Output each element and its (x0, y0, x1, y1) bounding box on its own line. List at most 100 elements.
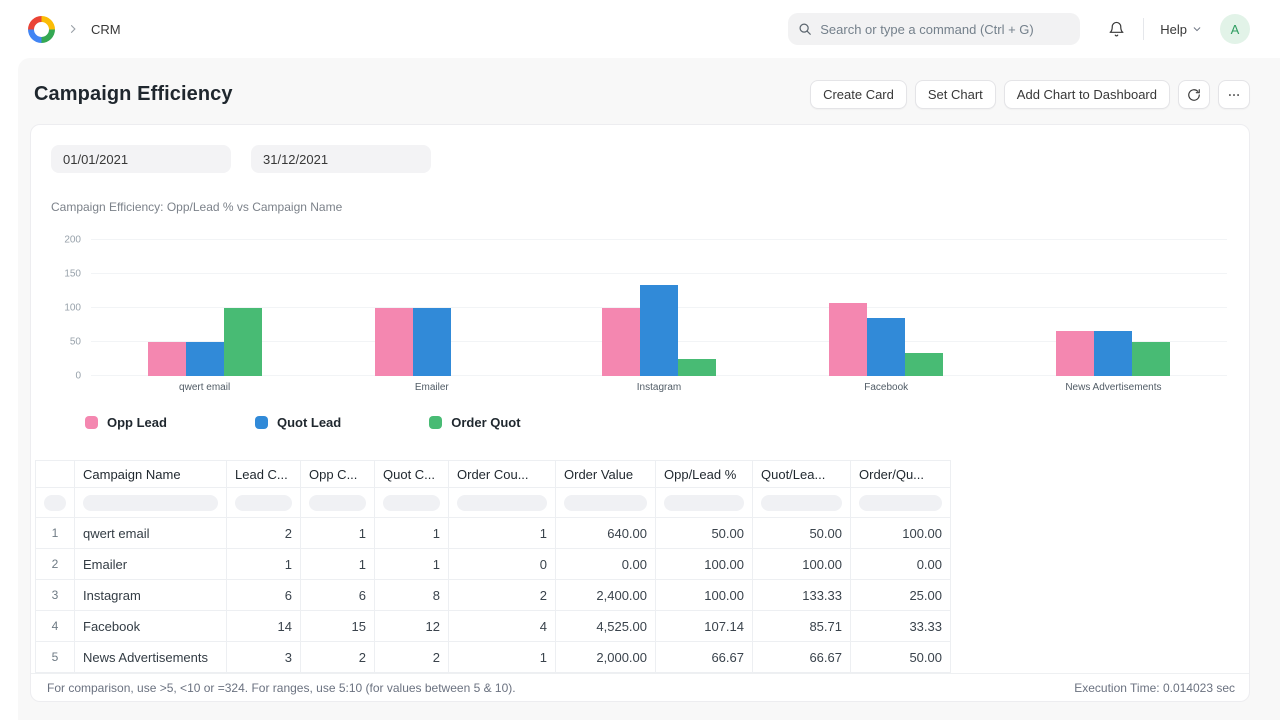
table-cell[interactable]: 6 (301, 580, 375, 611)
table-cell[interactable]: 50.00 (851, 642, 951, 673)
row-index[interactable]: 2 (36, 549, 75, 580)
column-header[interactable]: Lead C... (227, 461, 301, 488)
table-cell[interactable]: 1 (301, 518, 375, 549)
row-index[interactable]: 5 (36, 642, 75, 673)
bar-quot-lead[interactable] (867, 318, 905, 376)
filter-input[interactable] (761, 495, 842, 511)
column-header[interactable]: Quot C... (375, 461, 449, 488)
filter-input[interactable] (664, 495, 744, 511)
bar-order-quot[interactable] (905, 353, 943, 376)
table-cell[interactable]: 100.00 (851, 518, 951, 549)
more-menu-button[interactable] (1218, 80, 1250, 109)
table-cell[interactable]: 1 (375, 518, 449, 549)
help-menu[interactable]: Help (1160, 22, 1202, 37)
table-cell[interactable]: 4 (449, 611, 556, 642)
table-cell[interactable]: 100.00 (656, 549, 753, 580)
bar-quot-lead[interactable] (413, 308, 451, 376)
column-header[interactable]: Quot/Lea... (753, 461, 851, 488)
table-cell[interactable]: 4,525.00 (556, 611, 656, 642)
row-index[interactable]: 3 (36, 580, 75, 611)
table-cell[interactable]: 12 (375, 611, 449, 642)
table-cell[interactable]: 66.67 (656, 642, 753, 673)
search-input[interactable] (820, 22, 1070, 37)
table-cell[interactable]: 100.00 (656, 580, 753, 611)
table-cell[interactable]: Facebook (75, 611, 227, 642)
create-card-button[interactable]: Create Card (810, 80, 907, 109)
table-cell[interactable]: 66.67 (753, 642, 851, 673)
add-chart-to-dashboard-button[interactable]: Add Chart to Dashboard (1004, 80, 1170, 109)
table-cell[interactable]: 15 (301, 611, 375, 642)
table-cell[interactable]: 25.00 (851, 580, 951, 611)
notifications-bell-icon[interactable] (1108, 21, 1125, 38)
set-chart-button[interactable]: Set Chart (915, 80, 996, 109)
table-cell[interactable]: 1 (449, 518, 556, 549)
table-cell[interactable]: 8 (375, 580, 449, 611)
row-index[interactable]: 4 (36, 611, 75, 642)
legend-item-opp-lead[interactable]: Opp Lead (85, 415, 167, 430)
table-cell[interactable]: 1 (375, 549, 449, 580)
table-cell[interactable]: 2 (375, 642, 449, 673)
filter-input[interactable] (83, 495, 218, 511)
table-cell[interactable]: 2 (449, 580, 556, 611)
table-cell[interactable]: 1 (227, 549, 301, 580)
table-cell[interactable]: qwert email (75, 518, 227, 549)
bar-opp-lead[interactable] (148, 342, 186, 376)
bar-opp-lead[interactable] (602, 308, 640, 376)
to-date-field[interactable]: 31/12/2021 (251, 145, 431, 173)
filter-input[interactable] (309, 495, 366, 511)
bar-order-quot[interactable] (678, 359, 716, 376)
avatar[interactable]: A (1220, 14, 1250, 44)
table-cell[interactable]: 33.33 (851, 611, 951, 642)
breadcrumb[interactable]: CRM (91, 22, 121, 37)
column-header[interactable]: Order Value (556, 461, 656, 488)
bar-opp-lead[interactable] (829, 303, 867, 376)
column-header[interactable]: Order Cou... (449, 461, 556, 488)
bar-order-quot[interactable] (1132, 342, 1170, 376)
filter-input[interactable] (457, 495, 547, 511)
table-cell[interactable]: Instagram (75, 580, 227, 611)
bar-opp-lead[interactable] (1056, 331, 1094, 376)
table-cell[interactable]: 100.00 (753, 549, 851, 580)
from-date-field[interactable]: 01/01/2021 (51, 145, 231, 173)
filter-input[interactable] (383, 495, 440, 511)
column-header[interactable]: Opp C... (301, 461, 375, 488)
table-cell[interactable]: 0.00 (556, 549, 656, 580)
table-cell[interactable]: 0.00 (851, 549, 951, 580)
column-header[interactable]: Campaign Name (75, 461, 227, 488)
table-cell[interactable]: 6 (227, 580, 301, 611)
filter-input[interactable] (859, 495, 942, 511)
table-cell[interactable]: 133.33 (753, 580, 851, 611)
filter-input[interactable] (235, 495, 292, 511)
bar-opp-lead[interactable] (375, 308, 413, 376)
table-cell[interactable]: 85.71 (753, 611, 851, 642)
table-cell[interactable]: 1 (301, 549, 375, 580)
legend-item-quot-lead[interactable]: Quot Lead (255, 415, 341, 430)
table-cell[interactable]: News Advertisements (75, 642, 227, 673)
search-input-container[interactable] (788, 13, 1080, 45)
table-cell[interactable]: 2 (227, 518, 301, 549)
bar-quot-lead[interactable] (640, 285, 678, 376)
table-cell[interactable]: 2 (301, 642, 375, 673)
table-cell[interactable]: 640.00 (556, 518, 656, 549)
bar-order-quot[interactable] (224, 308, 262, 376)
app-logo-icon[interactable] (28, 16, 55, 43)
row-index[interactable]: 1 (36, 518, 75, 549)
filter-index-input[interactable] (44, 495, 66, 511)
table-cell[interactable]: 107.14 (656, 611, 753, 642)
legend-item-order-quot[interactable]: Order Quot (429, 415, 520, 430)
refresh-button[interactable] (1178, 80, 1210, 109)
column-header[interactable]: Order/Qu... (851, 461, 951, 488)
table-cell[interactable]: Emailer (75, 549, 227, 580)
table-cell[interactable]: 50.00 (656, 518, 753, 549)
table-cell[interactable]: 3 (227, 642, 301, 673)
table-cell[interactable]: 2,400.00 (556, 580, 656, 611)
table-cell[interactable]: 0 (449, 549, 556, 580)
table-cell[interactable]: 50.00 (753, 518, 851, 549)
table-cell[interactable]: 1 (449, 642, 556, 673)
table-cell[interactable]: 14 (227, 611, 301, 642)
table-cell[interactable]: 2,000.00 (556, 642, 656, 673)
filter-input[interactable] (564, 495, 647, 511)
column-header[interactable]: Opp/Lead % (656, 461, 753, 488)
bar-quot-lead[interactable] (1094, 331, 1132, 376)
bar-quot-lead[interactable] (186, 342, 224, 376)
